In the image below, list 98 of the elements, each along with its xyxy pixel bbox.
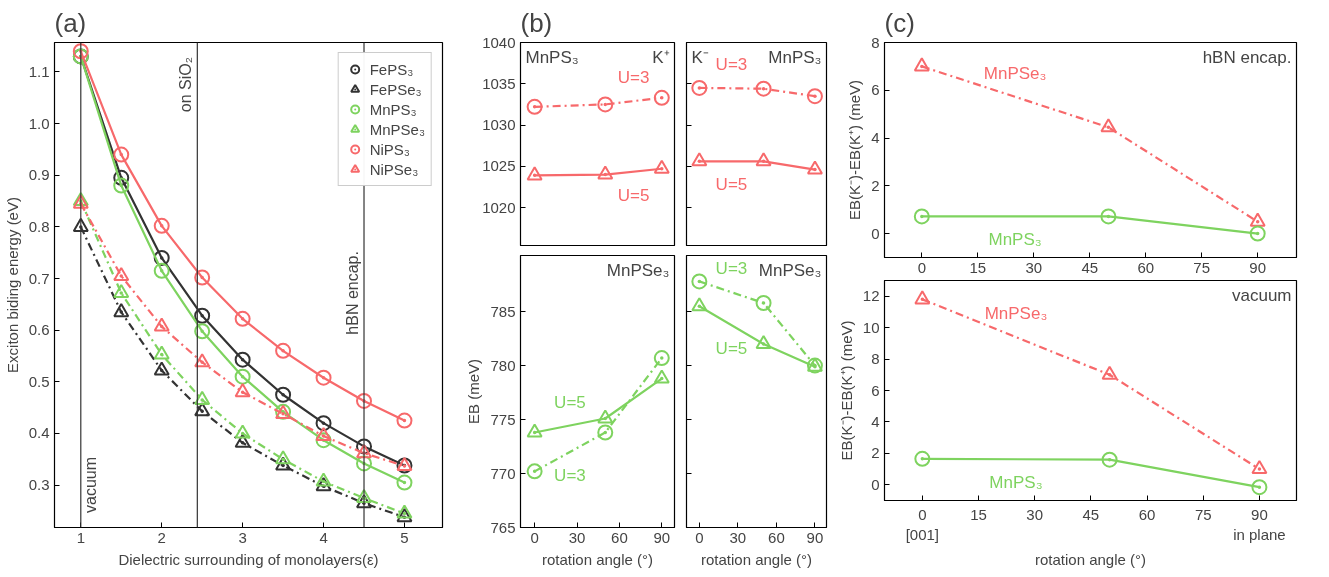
series-label: MnPS₃ (988, 230, 1042, 250)
x-tick-label: 90 in plane (1233, 505, 1286, 543)
annotation: MnPS₃ (768, 47, 822, 67)
series-label: U=5 (715, 175, 748, 195)
legend-label: NiPS₃ (369, 140, 410, 158)
legend-label: NiPSe₃ (369, 160, 419, 178)
x-tick-label: 15 (969, 258, 987, 276)
y-tick-label: 1.1 (28, 62, 50, 80)
y-tick-label: 775 (490, 410, 516, 428)
ref-line-label: hBN encap. (344, 251, 362, 335)
series-label: MnPS₃ (989, 473, 1043, 493)
y-tick-label: 1.0 (28, 114, 50, 132)
y-tick-label: 4 (871, 129, 880, 147)
annotation: K⁻ (691, 47, 709, 67)
x-axis-title: rotation angle (°) (1034, 550, 1147, 568)
x-tick-label: 30 (1025, 258, 1043, 276)
x-tick-label: 30 (729, 528, 747, 546)
y-tick-label: 0.5 (28, 372, 50, 390)
y-tick-label: 10 (862, 318, 880, 336)
y-tick-label: 1025 (482, 157, 516, 175)
annotation: MnPSe₃ (758, 260, 822, 280)
x-tick-label: 30 (568, 528, 586, 546)
y-tick-label: 6 (871, 381, 880, 399)
x-tick-label: 0 (695, 528, 704, 546)
y-axis-title: EB(K⁻)-EB(K⁺) (meV) (846, 79, 864, 220)
y-tick-label: 1020 (482, 198, 516, 216)
y-tick-label: 8 (871, 350, 880, 368)
annotation: hBN encap. (1202, 47, 1292, 67)
x-tick-label: 5 (400, 528, 409, 546)
y-tick-label: 2 (871, 444, 880, 462)
y-tick-label: 4 (871, 412, 880, 430)
series-label: U=3 (715, 259, 748, 279)
x-tick-label: 0 (530, 528, 539, 546)
x-tick-label: 60 (1138, 505, 1156, 523)
legend-label: FePSe₃ (369, 80, 422, 98)
y-tick-label: 0.9 (28, 166, 50, 184)
chart-title: (c) (884, 7, 915, 38)
x-tick-label: 45 (1082, 505, 1100, 523)
series-label: U=3 (554, 465, 586, 485)
x-tick-label: 60 (768, 528, 785, 546)
series-label: U=3 (715, 55, 748, 75)
y-tick-label: 6 (871, 81, 880, 99)
legend-label: MnPSe₃ (369, 120, 425, 138)
x-tick-label: 90 (653, 528, 671, 546)
x-tick-label: 0 [001] (905, 505, 940, 543)
y-tick-label: 770 (490, 464, 516, 482)
x-tick-label: 4 (319, 528, 328, 546)
y-tick-label: 1040 (482, 33, 516, 51)
series-label: U=3 (617, 68, 650, 88)
x-tick-label: 3 (238, 528, 247, 546)
annotation: vacuum (1231, 285, 1292, 305)
chart-title: (b) (520, 7, 553, 38)
y-tick-label: 1030 (482, 116, 516, 134)
x-tick-label: 75 (1194, 505, 1212, 523)
series-label: MnPSe₃ (984, 304, 1048, 324)
annotation: K⁺ (652, 47, 670, 67)
legend-label: MnPS₃ (369, 100, 417, 118)
y-tick-label: 0.8 (28, 217, 50, 235)
y-tick-label: 12 (862, 287, 880, 305)
ref-line-label: vacuum (81, 456, 99, 513)
series-label: U=5 (617, 185, 650, 205)
y-axis-title: Exciton biding energy (eV) (3, 197, 21, 373)
y-tick-label: 0.6 (28, 321, 50, 339)
y-tick-label: 0 (871, 224, 880, 242)
annotation: MnPS₃ (525, 47, 579, 67)
x-tick-label: 60 (1137, 258, 1155, 276)
chart-title: (a) (54, 7, 87, 38)
x-tick-label: 75 (1193, 258, 1211, 276)
x-tick-label: 30 (1026, 505, 1044, 523)
y-tick-label: 0.7 (28, 269, 50, 287)
series-label: U=5 (554, 392, 586, 412)
y-tick-label: 765 (490, 518, 516, 536)
x-axis-title: Dielectric surrounding of monolayers(ε) (118, 550, 379, 568)
y-axis-title: EB (meV) (465, 358, 483, 424)
x-tick-label: 1 (76, 528, 85, 546)
legend-label: FePS₃ (369, 60, 414, 78)
y-tick-label: 0.3 (28, 476, 50, 494)
y-tick-label: 0 (871, 475, 880, 493)
y-tick-label: 1035 (482, 74, 516, 92)
annotation: MnPSe₃ (606, 260, 670, 280)
x-tick-label: 60 (611, 528, 628, 546)
y-tick-label: 0.4 (28, 424, 50, 442)
series-label: U=5 (715, 339, 748, 359)
series-label: MnPSe₃ (983, 63, 1047, 83)
x-tick-label: 45 (1081, 258, 1099, 276)
y-tick-label: 2 (871, 176, 880, 194)
x-axis-title: rotation angle (°) (700, 550, 813, 568)
x-tick-label: 15 (970, 505, 987, 523)
x-axis-title: rotation angle (°) (541, 550, 654, 568)
y-tick-label: 785 (490, 302, 516, 320)
x-tick-label: 90 (806, 528, 824, 546)
ref-line-label: on SiO₂ (177, 57, 195, 113)
y-tick-label: 780 (490, 356, 516, 374)
y-tick-label: 8 (871, 33, 880, 51)
x-tick-label: 90 (1249, 258, 1267, 276)
x-tick-label: 2 (157, 528, 166, 546)
x-tick-label: 0 (917, 258, 926, 276)
y-axis-title: EB(K⁻)-EB(K⁺) (meV) (837, 320, 855, 461)
